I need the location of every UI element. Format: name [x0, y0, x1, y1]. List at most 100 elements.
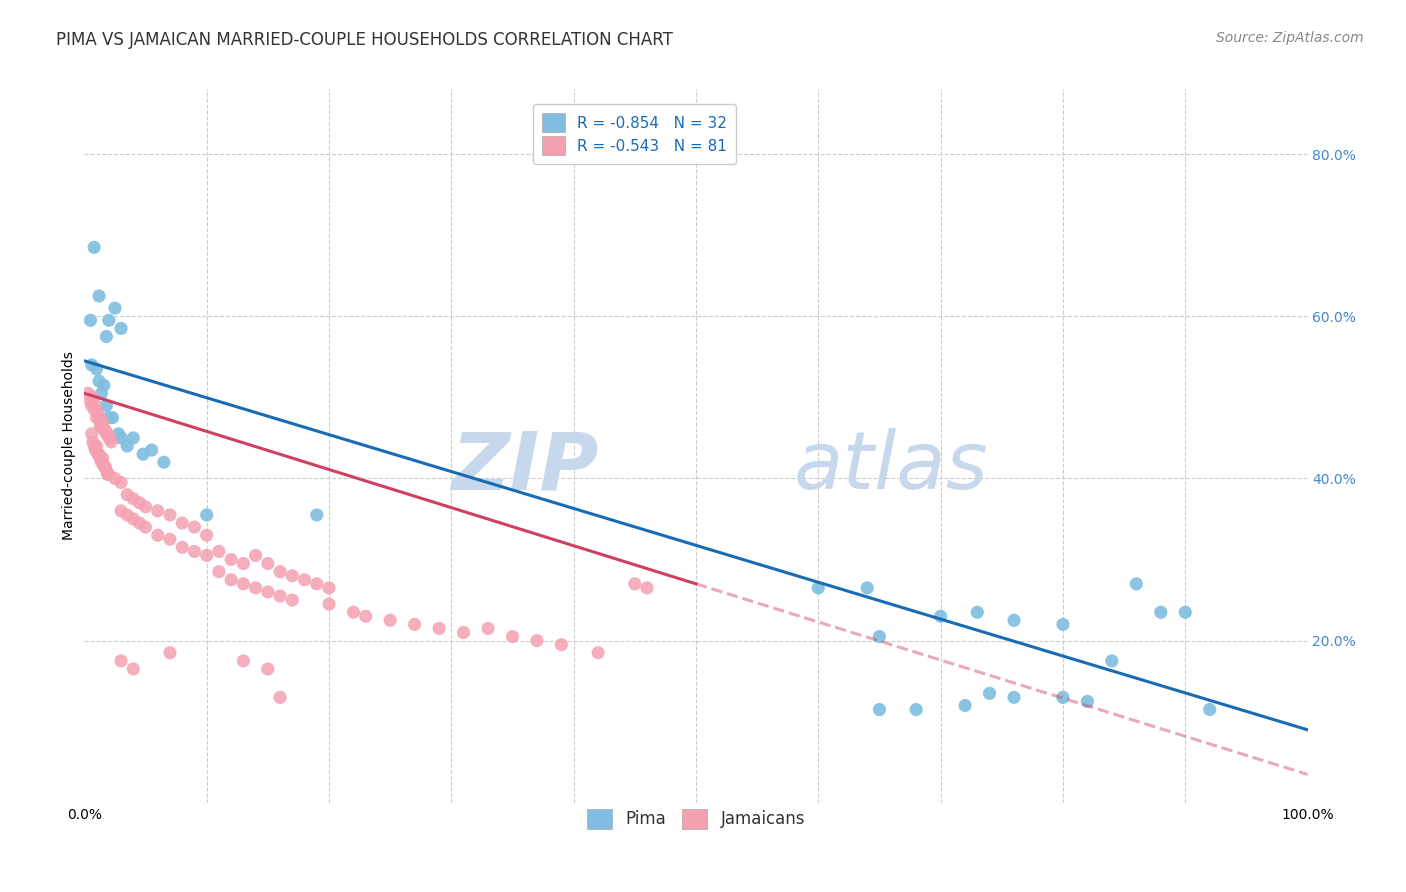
- Point: [257, 585, 280, 599]
- Point: [84, 443, 107, 458]
- Point: [1002, 613, 1025, 627]
- Point: [135, 520, 157, 534]
- Point: [86, 439, 108, 453]
- Point: [122, 491, 145, 506]
- Point: [305, 577, 328, 591]
- Point: [905, 702, 928, 716]
- Point: [172, 541, 194, 555]
- Point: [281, 568, 304, 582]
- Point: [86, 362, 108, 376]
- Point: [97, 467, 120, 482]
- Point: [110, 504, 132, 518]
- Point: [1198, 702, 1220, 716]
- Point: [141, 443, 163, 458]
- Point: [93, 459, 115, 474]
- Point: [1002, 690, 1025, 705]
- Point: [107, 426, 129, 441]
- Point: [380, 613, 402, 627]
- Point: [97, 426, 120, 441]
- Point: [1125, 577, 1147, 591]
- Point: [153, 455, 176, 469]
- Point: [87, 447, 110, 461]
- Point: [80, 399, 103, 413]
- Point: [159, 533, 181, 547]
- Point: [354, 609, 377, 624]
- Point: [122, 662, 145, 676]
- Point: [93, 423, 115, 437]
- Point: [586, 646, 609, 660]
- Point: [83, 402, 105, 417]
- Point: [115, 508, 138, 522]
- Point: [94, 423, 117, 437]
- Point: [453, 625, 475, 640]
- Point: [219, 573, 242, 587]
- Point: [257, 557, 280, 571]
- Point: [97, 410, 120, 425]
- Point: [82, 390, 104, 404]
- Point: [1174, 605, 1197, 619]
- Point: [91, 415, 114, 429]
- Point: [257, 662, 280, 676]
- Point: [135, 500, 157, 514]
- Point: [208, 565, 231, 579]
- Point: [97, 313, 120, 327]
- Point: [94, 459, 117, 474]
- Point: [110, 431, 132, 445]
- Point: [89, 451, 111, 466]
- Point: [427, 622, 450, 636]
- Point: [624, 577, 647, 591]
- Point: [1076, 694, 1098, 708]
- Point: [869, 702, 891, 716]
- Legend: Pima, Jamaicans: Pima, Jamaicans: [578, 800, 814, 838]
- Point: [97, 467, 120, 482]
- Point: [195, 508, 218, 522]
- Point: [269, 690, 291, 705]
- Point: [83, 439, 105, 453]
- Point: [318, 597, 340, 611]
- Point: [502, 630, 524, 644]
- Point: [232, 577, 254, 591]
- Text: Source: ZipAtlas.com: Source: ZipAtlas.com: [1216, 31, 1364, 45]
- Point: [97, 431, 120, 445]
- Point: [87, 447, 110, 461]
- Point: [318, 581, 340, 595]
- Point: [91, 451, 114, 466]
- Point: [122, 512, 145, 526]
- Point: [856, 581, 879, 595]
- Text: ZIP: ZIP: [451, 428, 598, 507]
- Point: [82, 434, 104, 449]
- Point: [232, 654, 254, 668]
- Point: [83, 240, 105, 254]
- Point: [1052, 617, 1074, 632]
- Point: [245, 581, 267, 595]
- Point: [87, 374, 110, 388]
- Point: [929, 609, 952, 624]
- Point: [122, 431, 145, 445]
- Point: [100, 434, 122, 449]
- Point: [183, 520, 205, 534]
- Y-axis label: Married-couple Households: Married-couple Households: [62, 351, 76, 541]
- Point: [96, 329, 118, 343]
- Point: [110, 321, 132, 335]
- Point: [146, 504, 169, 518]
- Point: [101, 410, 124, 425]
- Point: [98, 431, 121, 445]
- Point: [305, 508, 328, 522]
- Point: [84, 399, 107, 413]
- Point: [146, 528, 169, 542]
- Point: [79, 313, 101, 327]
- Point: [87, 410, 110, 425]
- Point: [87, 407, 110, 421]
- Point: [342, 605, 364, 619]
- Point: [79, 394, 101, 409]
- Point: [104, 301, 127, 315]
- Point: [128, 496, 150, 510]
- Point: [966, 605, 988, 619]
- Point: [80, 358, 103, 372]
- Point: [96, 399, 118, 413]
- Point: [1052, 690, 1074, 705]
- Point: [90, 386, 112, 401]
- Point: [219, 552, 242, 566]
- Point: [159, 508, 181, 522]
- Point: [90, 455, 112, 469]
